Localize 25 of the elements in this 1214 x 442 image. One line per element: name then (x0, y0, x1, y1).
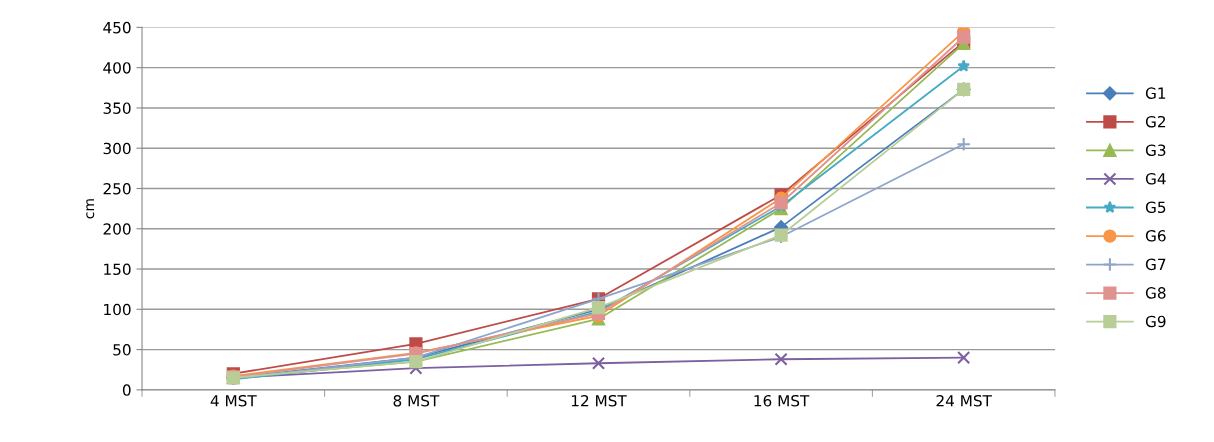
y-tick-label: 450 (103, 21, 131, 34)
x-tick-label: 24 MST (936, 394, 992, 407)
legend-label: G7 (1145, 258, 1166, 271)
y-tick-label: 350 (103, 102, 131, 114)
y-tick-label: 250 (103, 182, 131, 195)
legend-label: G9 (1145, 315, 1166, 328)
y-tick-label: 300 (103, 142, 131, 155)
x-tick-label: 12 MST (571, 394, 627, 407)
y-tick-label: 100 (104, 303, 131, 316)
legend-label: G4 (1145, 172, 1166, 185)
legend-label: G3 (1145, 144, 1166, 156)
legend-label: G5 (1145, 201, 1166, 214)
y-tick-label: 50 (113, 344, 131, 356)
legend-label: G1 (1145, 87, 1166, 99)
x-tick-label: 4 MST (210, 394, 257, 407)
y-axis-title: cm (86, 199, 95, 219)
y-tick-label: 150 (104, 263, 131, 276)
legend-label: G6 (1145, 230, 1166, 242)
legend-label: G2 (1145, 115, 1166, 128)
y-tick-label: 0 (122, 384, 131, 396)
y-tick-label: 400 (103, 62, 131, 74)
y-tick-label: 200 (103, 223, 131, 235)
legend-label: G8 (1145, 287, 1166, 299)
x-tick-label: 16 MST (754, 394, 810, 407)
x-tick-label: 8 MST (393, 394, 440, 407)
